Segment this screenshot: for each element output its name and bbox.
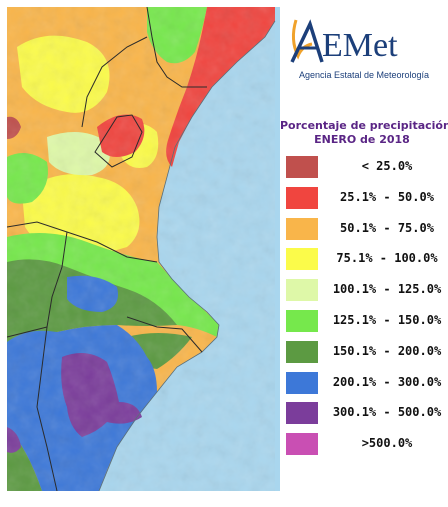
legend-swatch bbox=[286, 402, 318, 425]
legend-title-line2: ENERO de 2018 bbox=[314, 133, 410, 146]
legend-item: 125.1% - 150.0% bbox=[284, 310, 444, 334]
legend-swatch bbox=[286, 217, 318, 240]
legend-swatch bbox=[286, 279, 318, 302]
svg-text:EMet: EMet bbox=[322, 27, 398, 64]
legend-item: >500.0% bbox=[284, 433, 444, 457]
legend-label: 300.1% - 500.0% bbox=[332, 405, 442, 420]
legend-label: < 25.0% bbox=[361, 159, 413, 173]
legend-item: 75.1% - 100.0% bbox=[284, 248, 444, 272]
map-canvas bbox=[7, 7, 280, 491]
legend-title-line1: Porcentaje de precipitación bbox=[280, 119, 448, 132]
legend-label: 200.1% - 300.0% bbox=[332, 374, 442, 389]
legend-item: 300.1% - 500.0% bbox=[284, 402, 444, 426]
legend-label: 75.1% - 100.0% bbox=[336, 251, 438, 266]
legend-swatch bbox=[286, 310, 318, 332]
legend-swatch bbox=[286, 371, 318, 394]
aemet-logo-mark: EMet bbox=[290, 19, 398, 64]
legend-item: < 25.0% bbox=[284, 156, 444, 180]
legend-item: 150.1% - 200.0% bbox=[284, 340, 444, 365]
aemet-logo: EMet Agencia Estatal de Meteorología bbox=[282, 16, 442, 82]
legend-label: 50.1% - 75.0% bbox=[340, 220, 434, 235]
legend-title: Porcentaje de precipitación ENERO de 201… bbox=[280, 119, 448, 147]
legend-swatch bbox=[286, 248, 318, 271]
legend-swatch bbox=[286, 433, 318, 456]
legend-swatch bbox=[286, 156, 318, 178]
legend-swatch bbox=[286, 340, 318, 363]
legend-label: 25.1% - 50.0% bbox=[340, 189, 434, 204]
logo-subtitle: Agencia Estatal de Meteorología bbox=[298, 70, 430, 80]
legend-label: >500.0% bbox=[361, 436, 413, 451]
legend-item: 100.1% - 125.0% bbox=[284, 279, 444, 303]
relief-texture bbox=[7, 7, 275, 491]
legend-item: 200.1% - 300.0% bbox=[284, 371, 444, 396]
precipitation-map bbox=[7, 7, 280, 491]
coastline bbox=[98, 20, 276, 491]
province-borders bbox=[7, 7, 207, 491]
legend-label: 100.1% - 125.0% bbox=[332, 282, 442, 297]
legend-item: 25.1% - 50.0% bbox=[284, 186, 444, 211]
legend-swatch bbox=[286, 186, 318, 209]
legend-label: 125.1% - 150.0% bbox=[332, 313, 442, 327]
legend-item: 50.1% - 75.0% bbox=[284, 217, 444, 242]
legend-label: 150.1% - 200.0% bbox=[332, 343, 442, 358]
